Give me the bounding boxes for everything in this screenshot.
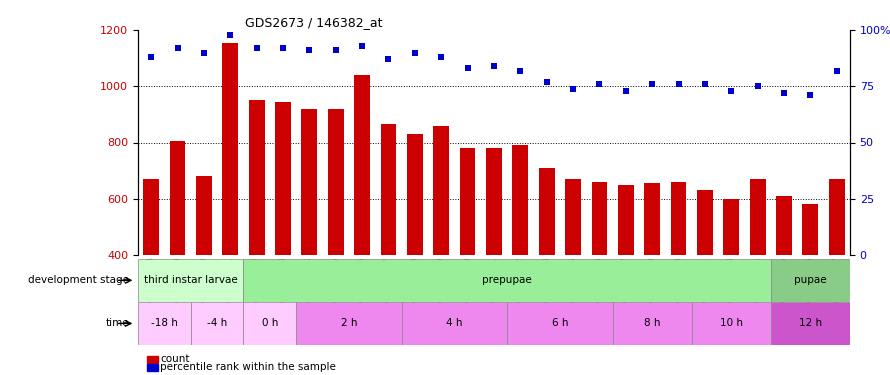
Bar — [507, 302, 612, 345]
Bar — [138, 302, 190, 345]
Point — [328, 47, 343, 53]
Text: 0 h: 0 h — [262, 318, 278, 328]
Point — [223, 32, 238, 38]
Bar — [644, 183, 660, 255]
Point — [249, 45, 263, 51]
Point — [276, 45, 290, 51]
Bar — [196, 176, 212, 255]
Bar — [381, 124, 396, 255]
Point — [671, 81, 685, 87]
Text: 12 h: 12 h — [799, 318, 822, 328]
Bar — [618, 185, 634, 255]
Bar — [671, 182, 686, 255]
Bar — [776, 196, 792, 255]
Bar — [749, 179, 765, 255]
Point — [514, 68, 528, 74]
Text: third instar larvae: third instar larvae — [144, 275, 238, 285]
Bar — [771, 259, 850, 302]
Bar — [771, 302, 850, 345]
Text: 8 h: 8 h — [644, 318, 660, 328]
Text: pupae: pupae — [794, 275, 827, 285]
Bar — [803, 204, 818, 255]
Text: prepupae: prepupae — [482, 275, 532, 285]
Bar — [459, 148, 475, 255]
Text: percentile rank within the sample: percentile rank within the sample — [160, 363, 336, 372]
Point — [645, 81, 659, 87]
Point — [487, 63, 501, 69]
Text: 4 h: 4 h — [446, 318, 463, 328]
Bar — [170, 141, 185, 255]
Text: 10 h: 10 h — [720, 318, 743, 328]
Point — [460, 65, 474, 71]
Bar — [565, 179, 581, 255]
Point — [434, 54, 449, 60]
Bar — [302, 109, 317, 255]
Point — [303, 47, 317, 53]
Bar — [190, 302, 244, 345]
Text: time: time — [105, 318, 129, 328]
Text: 2 h: 2 h — [341, 318, 357, 328]
Point — [408, 50, 422, 55]
Point — [170, 45, 184, 51]
Point — [381, 56, 395, 62]
Text: -4 h: -4 h — [207, 318, 227, 328]
Point — [804, 92, 818, 98]
Point — [777, 90, 791, 96]
Text: GDS2673 / 146382_at: GDS2673 / 146382_at — [245, 16, 382, 29]
Point — [197, 50, 211, 55]
Point — [724, 88, 739, 94]
Point — [144, 54, 158, 60]
Bar — [538, 168, 554, 255]
Bar — [433, 126, 449, 255]
Bar — [248, 100, 264, 255]
Bar — [143, 179, 159, 255]
Text: count: count — [160, 354, 190, 364]
Bar — [354, 75, 370, 255]
Point — [750, 83, 765, 89]
Bar — [692, 302, 771, 345]
Text: development stage: development stage — [28, 275, 129, 285]
Bar — [513, 146, 529, 255]
Bar — [407, 134, 423, 255]
Bar — [724, 199, 740, 255]
Bar — [296, 302, 401, 345]
Point — [829, 68, 844, 74]
Bar — [697, 190, 713, 255]
Bar — [244, 259, 771, 302]
Bar — [486, 148, 502, 255]
Bar — [328, 109, 344, 255]
Bar — [275, 102, 291, 255]
Point — [539, 79, 554, 85]
Point — [593, 81, 607, 87]
Bar — [244, 302, 296, 345]
Bar — [829, 179, 845, 255]
Text: -18 h: -18 h — [151, 318, 178, 328]
Point — [355, 43, 369, 49]
Point — [566, 86, 580, 92]
Text: 6 h: 6 h — [552, 318, 568, 328]
Bar — [612, 302, 692, 345]
Point — [698, 81, 712, 87]
Bar — [592, 182, 607, 255]
Bar — [138, 259, 244, 302]
Bar — [222, 43, 239, 255]
Bar — [401, 302, 507, 345]
Point — [619, 88, 633, 94]
